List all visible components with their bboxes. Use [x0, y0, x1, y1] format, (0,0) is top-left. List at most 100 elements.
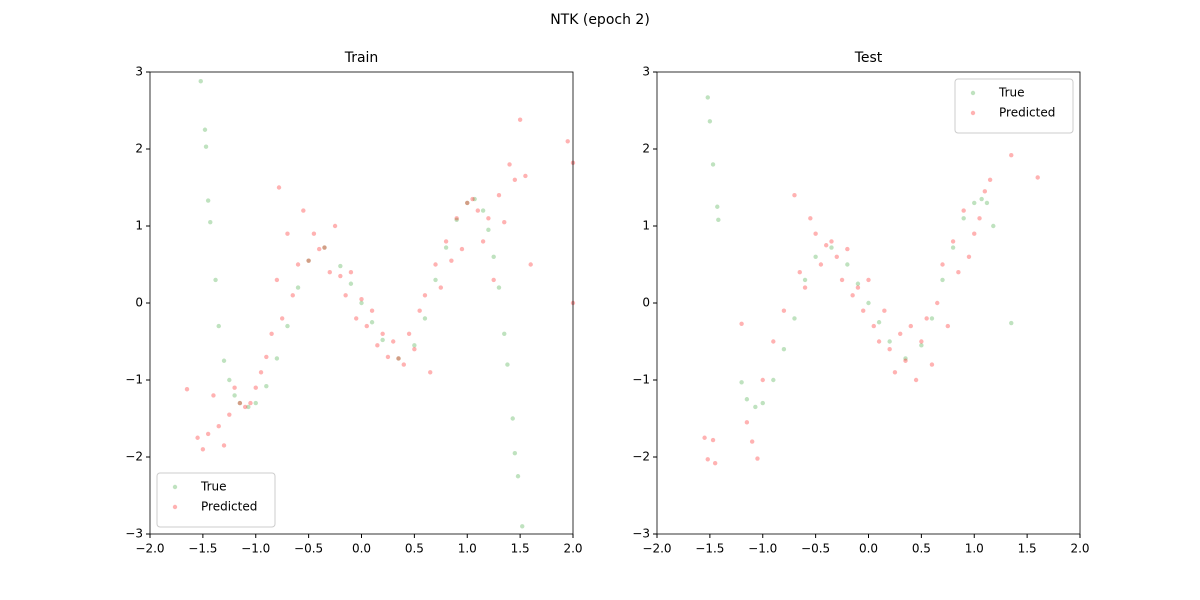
point — [715, 204, 720, 209]
point — [327, 270, 332, 275]
point — [202, 127, 208, 132]
point — [802, 277, 808, 283]
point — [908, 323, 913, 329]
y-tick-label: 0 — [135, 296, 143, 310]
x-tick-label: 0.5 — [912, 542, 931, 556]
point — [433, 277, 438, 283]
point — [232, 385, 237, 390]
point — [919, 339, 924, 344]
x-tick-label: −0.5 — [294, 542, 323, 556]
point — [781, 308, 787, 313]
x-tick-label: −0.5 — [801, 542, 830, 556]
point — [406, 331, 412, 336]
point — [512, 450, 518, 456]
point — [845, 262, 850, 267]
point — [237, 400, 243, 406]
point — [443, 239, 449, 244]
x-tick-label: 0.0 — [352, 542, 371, 556]
point — [295, 285, 301, 290]
point — [855, 285, 861, 290]
legend-box — [954, 78, 1074, 134]
point — [861, 308, 866, 313]
point — [396, 356, 401, 361]
point — [391, 339, 396, 344]
y-tick-label: 0 — [642, 296, 650, 310]
point — [195, 435, 200, 440]
point — [871, 323, 876, 329]
point — [935, 300, 940, 306]
x-tick-label: 0.0 — [859, 542, 878, 556]
point — [285, 323, 290, 329]
point — [213, 277, 218, 283]
point — [422, 316, 428, 321]
point — [705, 457, 710, 462]
legend-label: True — [200, 480, 227, 494]
point — [274, 277, 280, 283]
point — [523, 173, 528, 179]
point — [491, 254, 496, 259]
point — [987, 177, 993, 182]
point — [412, 343, 417, 348]
point — [422, 293, 428, 298]
point — [972, 200, 977, 206]
point — [227, 412, 232, 417]
point — [771, 339, 776, 344]
point — [306, 258, 311, 263]
point — [306, 258, 311, 263]
point — [332, 223, 338, 229]
point — [264, 354, 269, 360]
legend-marker — [172, 504, 178, 510]
point — [290, 293, 295, 298]
legend-label: Predicted — [201, 500, 257, 514]
point — [739, 321, 744, 326]
point — [839, 277, 845, 283]
point — [184, 387, 190, 392]
point — [515, 474, 521, 479]
point — [480, 239, 486, 244]
x-tick-label: 1.0 — [965, 542, 984, 556]
point — [979, 196, 984, 202]
point — [486, 227, 491, 233]
point — [264, 383, 269, 389]
point — [991, 223, 996, 229]
point — [961, 216, 966, 221]
point — [924, 316, 929, 321]
point — [359, 300, 364, 306]
legend-label: True — [998, 86, 1025, 100]
point — [945, 323, 951, 329]
point — [253, 385, 258, 390]
legend-box — [156, 472, 276, 528]
point — [749, 439, 755, 444]
point — [512, 177, 518, 182]
point — [712, 460, 718, 466]
point — [834, 254, 839, 259]
point — [354, 316, 359, 321]
point — [813, 254, 818, 259]
point — [744, 420, 750, 425]
y-tick-label: −3 — [632, 527, 650, 541]
y-tick-label: 1 — [135, 219, 143, 233]
point — [242, 404, 248, 410]
point — [802, 285, 808, 290]
x-tick-label: 2.0 — [1070, 542, 1089, 556]
point — [216, 323, 221, 329]
point — [903, 358, 908, 363]
point — [433, 262, 438, 267]
point — [760, 377, 765, 383]
point — [876, 339, 882, 344]
point — [940, 277, 945, 283]
point — [396, 356, 401, 361]
x-tick-label: −1.5 — [188, 542, 217, 556]
point — [866, 277, 871, 283]
point — [502, 331, 507, 336]
plot-area — [184, 79, 576, 529]
y-tick-label: −2 — [125, 450, 143, 464]
point — [301, 208, 306, 213]
point — [818, 262, 824, 267]
point — [369, 308, 375, 313]
point — [755, 456, 760, 461]
point — [211, 393, 216, 398]
point — [797, 270, 802, 275]
point — [221, 443, 227, 448]
